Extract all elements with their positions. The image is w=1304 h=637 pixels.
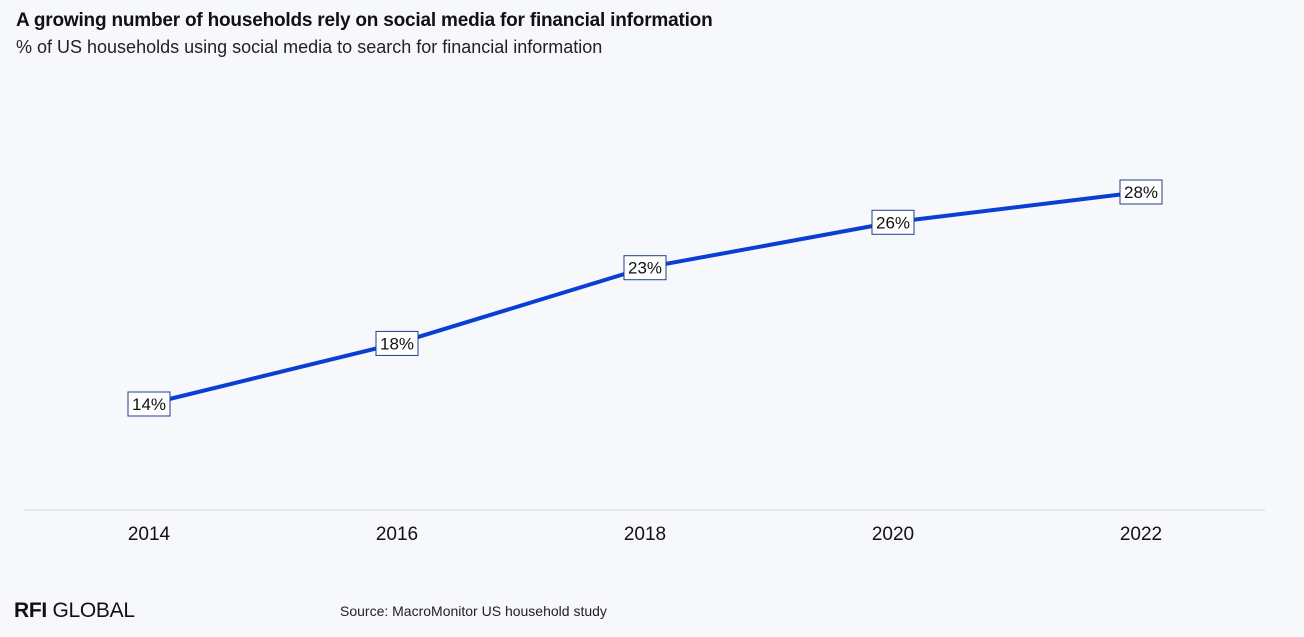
logo-rfi-text: RFI <box>14 599 47 622</box>
x-tick-label: 2014 <box>128 524 171 545</box>
data-label-box <box>871 209 915 235</box>
data-label: 14% <box>127 391 171 417</box>
data-label-layer: 14% 18% 23% 26% 28% <box>127 179 1163 417</box>
data-label: 23% <box>623 255 667 281</box>
data-label: 18% <box>375 330 419 356</box>
data-label-box <box>1119 179 1163 205</box>
source-note: Source: MacroMonitor US household study <box>340 603 607 619</box>
data-label-text: 23% <box>628 259 662 278</box>
data-label-text: 18% <box>380 334 414 353</box>
logo-global-text: GLOBAL <box>46 599 135 622</box>
series-layer <box>147 190 1143 406</box>
x-tick-layer: 2014 2016 2018 2020 2022 <box>128 524 1162 545</box>
data-label: 28% <box>1119 179 1163 205</box>
x-tick-label: 2018 <box>624 524 666 545</box>
data-label: 26% <box>871 209 915 235</box>
x-tick-label: 2022 <box>1120 524 1162 545</box>
data-label-box <box>623 255 667 281</box>
rfi-global-logo: RFI GLOBAL <box>14 599 135 623</box>
series-line <box>147 190 1143 406</box>
data-label-text: 14% <box>132 395 166 414</box>
chart-subtitle: % of US households using social media to… <box>16 37 603 57</box>
x-tick-label: 2016 <box>376 524 418 545</box>
chart-title: A growing number of households rely on s… <box>16 10 713 31</box>
data-label-text: 28% <box>1124 183 1158 202</box>
data-label-box <box>127 391 171 417</box>
x-tick-label: 2020 <box>872 524 914 545</box>
data-label-box <box>375 330 419 356</box>
data-label-text: 26% <box>876 213 910 232</box>
